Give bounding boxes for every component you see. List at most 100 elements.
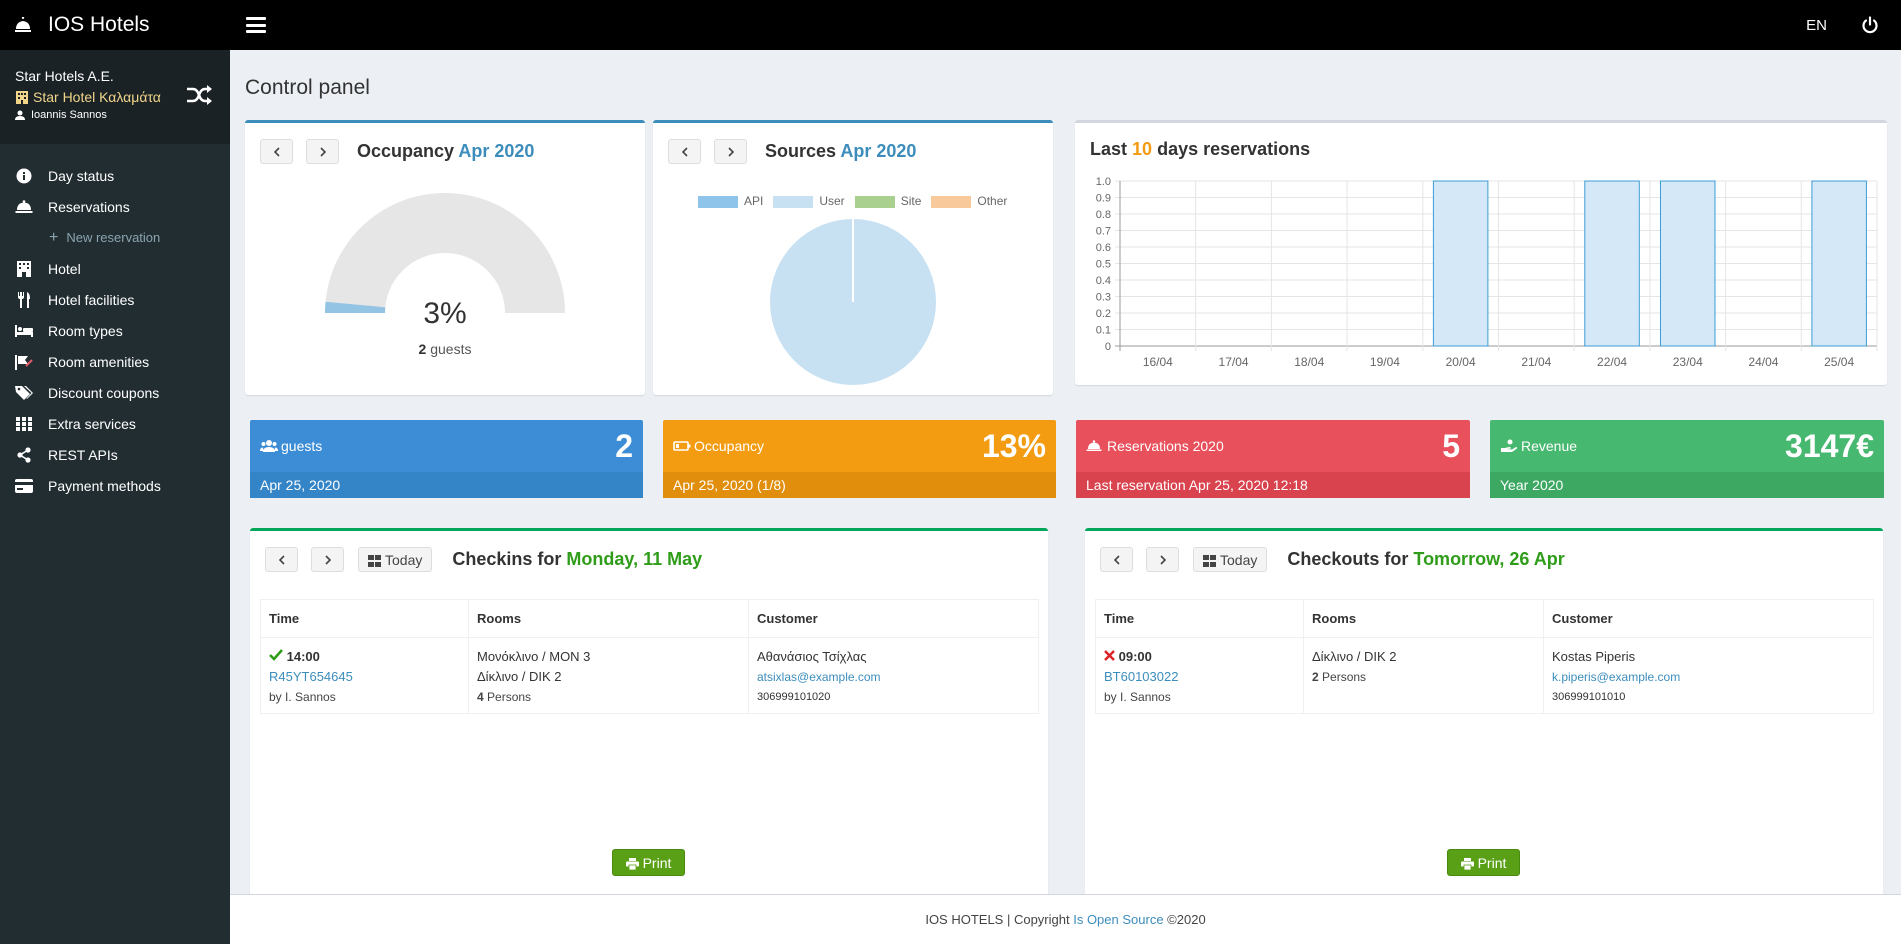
booked-by: by I. Sannos — [269, 690, 336, 704]
page-title: Control panel — [245, 76, 370, 99]
sources-title: Sources Apr 2020 — [765, 141, 917, 161]
sidebar-item-room-types[interactable]: Room types — [0, 315, 230, 346]
checkouts-title: Checkouts for Tomorrow, 26 Apr — [1287, 549, 1565, 569]
table-row: 14:00 R45YT654645 by I. Sannos Μονόκλινο… — [260, 637, 1039, 714]
col-time: Time — [260, 599, 469, 638]
users-icon — [260, 439, 278, 453]
credit-card-icon — [15, 478, 33, 494]
power-icon[interactable] — [1861, 16, 1879, 34]
occupancy-footer: Apr 25, 2020 (1/8) — [663, 472, 1056, 498]
revenue-value: 3147€ — [1785, 428, 1874, 464]
brand[interactable]: IOS Hotels — [0, 0, 230, 50]
checkout-time: 09:00 — [1118, 649, 1152, 664]
legend-item-api[interactable]: API — [698, 194, 763, 208]
sidebar-item-hotel[interactable]: Hotel — [0, 253, 230, 284]
x-tick-label: 19/04 — [1370, 355, 1400, 369]
user-panel: Star Hotels A.E. Star Hotel Καλαμάτα Ioa… — [0, 50, 230, 144]
customer-email-link[interactable]: atsixlas@example.com — [757, 670, 881, 684]
y-tick-label: 0.1 — [1096, 325, 1111, 337]
grid-icon — [15, 416, 33, 432]
battery-icon — [673, 439, 691, 453]
occupancy-infobox[interactable]: Occupancy 13% Apr 25, 2020 (1/8) — [663, 420, 1056, 498]
printer-icon — [625, 857, 639, 870]
bar-22-04[interactable] — [1584, 180, 1640, 347]
x-tick-label: 24/04 — [1748, 355, 1778, 369]
footer-link[interactable]: Is Open Source — [1073, 912, 1164, 927]
reservation-code-link[interactable]: R45YT654645 — [269, 669, 353, 684]
checkouts-today-button[interactable]: Today — [1193, 547, 1268, 572]
bar-20-04[interactable] — [1432, 180, 1489, 347]
revenue-infobox[interactable]: Revenue 3147€ Year 2020 — [1490, 420, 1884, 498]
y-tick-label: 0 — [1105, 341, 1111, 353]
reservations-footer: Last reservation Apr 25, 2020 12:18 — [1076, 472, 1470, 498]
sidebar-item-reservations[interactable]: Reservations — [0, 191, 230, 222]
persons: 2 Persons — [1312, 670, 1367, 684]
sidebar-item-room-amenities[interactable]: Room amenities — [0, 346, 230, 377]
occupancy-next-button[interactable] — [306, 139, 339, 164]
reservation-code-link[interactable]: BT60103022 — [1104, 669, 1179, 684]
sidebar-item-new-reservation[interactable]: + New reservation — [49, 228, 161, 246]
guests-footer: Apr 25, 2020 — [250, 472, 643, 498]
language-selector[interactable]: EN — [1806, 16, 1827, 34]
checkouts-next-button[interactable] — [1146, 547, 1179, 572]
company-name: Star Hotels A.E. — [15, 68, 114, 84]
sidebar-item-day-status[interactable]: Day status — [0, 160, 230, 191]
sources-next-button[interactable] — [714, 139, 747, 164]
guests-infobox[interactable]: guests 2 Apr 25, 2020 — [250, 420, 643, 498]
bar-25-04[interactable] — [1811, 180, 1867, 347]
y-tick-label: 0.4 — [1096, 275, 1111, 287]
sidebar: Star Hotels A.E. Star Hotel Καλαμάτα Ioa… — [0, 50, 230, 944]
y-tick-label: 1.0 — [1096, 176, 1111, 188]
legend-item-other[interactable]: Other — [931, 194, 1007, 208]
hotel-name[interactable]: Star Hotel Καλαμάτα — [15, 89, 215, 105]
customer-name: Αθανάσιος Τσίχλας — [757, 649, 867, 664]
booked-by: by I. Sannos — [1104, 690, 1171, 704]
checkouts-prev-button[interactable] — [1100, 547, 1133, 572]
cutlery-icon — [15, 291, 33, 308]
sidebar-item-discount-coupons[interactable]: Discount coupons — [0, 377, 230, 408]
x-tick-label: 18/04 — [1294, 355, 1324, 369]
customer-phone: 306999101020 — [757, 691, 831, 703]
col-customer: Customer — [748, 599, 1039, 638]
col-customer: Customer — [1543, 599, 1874, 638]
occupancy-label: Occupancy — [694, 438, 765, 454]
main-content: Control panel Occupancy Apr 2020 3% 2 gu… — [230, 50, 1901, 900]
x-tick-label: 25/04 — [1824, 355, 1854, 369]
customer-email-link[interactable]: k.piperis@example.com — [1552, 670, 1681, 684]
persons: 4 Persons — [477, 690, 532, 704]
reservations-infobox[interactable]: Reservations 2020 5 Last reservation Apr… — [1076, 420, 1470, 498]
check-icon — [269, 649, 283, 664]
checkins-today-button[interactable]: Today — [358, 547, 433, 572]
y-tick-label: 0.6 — [1096, 242, 1111, 254]
menu-toggle-icon[interactable] — [246, 17, 266, 33]
checkins-prev-button[interactable] — [265, 547, 298, 572]
occupancy-title: Occupancy Apr 2020 — [357, 141, 535, 161]
x-tick-label: 17/04 — [1219, 355, 1249, 369]
legend-item-user[interactable]: User — [773, 194, 845, 208]
guests-label: guests — [281, 438, 323, 454]
amenities-icon — [15, 354, 33, 370]
sidebar-item-payment-methods[interactable]: Payment methods — [0, 470, 230, 501]
x-tick-label: 23/04 — [1673, 355, 1703, 369]
top-navbar: IOS Hotels EN — [0, 0, 1901, 50]
shuffle-icon[interactable] — [186, 84, 212, 106]
occupancy-prev-button[interactable] — [260, 139, 293, 164]
bar-23-04[interactable] — [1659, 180, 1716, 347]
checkins-print-button[interactable]: Print — [612, 849, 685, 876]
sources-prev-button[interactable] — [668, 139, 701, 164]
bell-icon — [1086, 439, 1104, 453]
sidebar-item-hotel-facilities[interactable]: Hotel facilities — [0, 284, 230, 315]
legend-item-site[interactable]: Site — [854, 194, 921, 208]
building-icon — [15, 90, 29, 104]
grid-icon — [1203, 554, 1216, 567]
col-time: Time — [1095, 599, 1304, 638]
sidebar-item-extra-services[interactable]: Extra services — [0, 408, 230, 439]
checkins-next-button[interactable] — [311, 547, 344, 572]
customer-phone: 306999101010 — [1552, 691, 1626, 703]
x-tick-label: 21/04 — [1521, 355, 1551, 369]
checkouts-print-button[interactable]: Print — [1447, 849, 1520, 876]
y-tick-label: 0.2 — [1096, 308, 1111, 320]
bell-logo-icon — [14, 16, 32, 34]
checkouts-table: Time Rooms Customer 09:00 BT60103022 by … — [1095, 599, 1874, 714]
sidebar-item-rest-apis[interactable]: REST APIs — [0, 439, 230, 470]
